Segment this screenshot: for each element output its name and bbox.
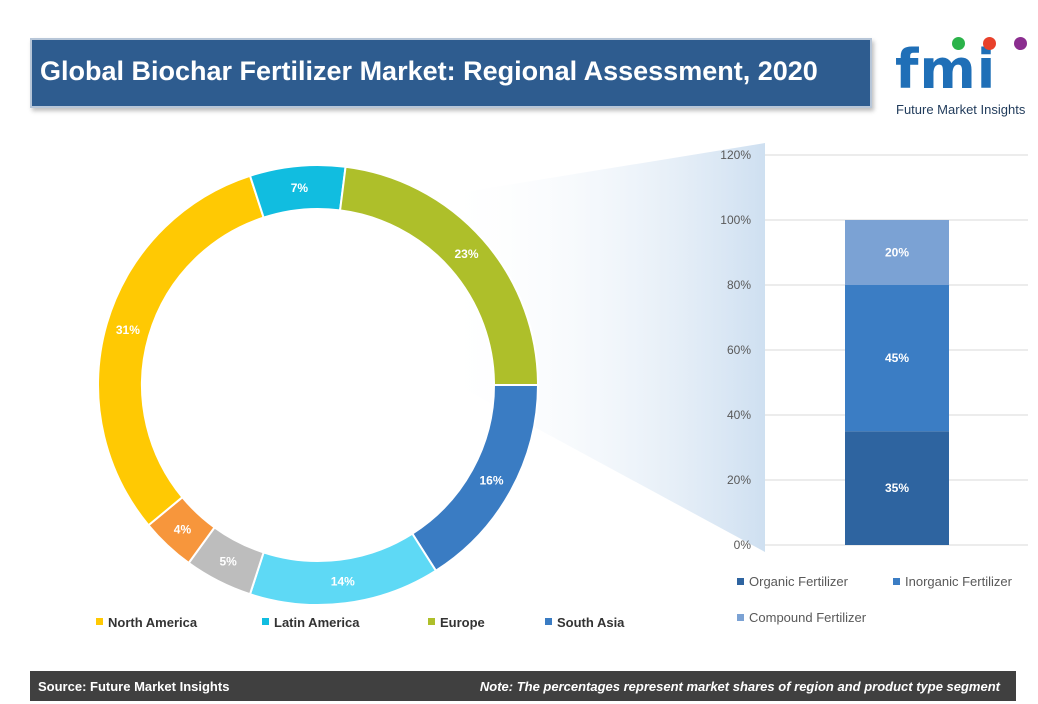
legend-label-europe: Europe	[440, 615, 485, 630]
donut-data-label: 5%	[219, 554, 237, 568]
bar-segment-organic-fertilizer	[845, 431, 949, 545]
donut-data-label: 4%	[174, 522, 192, 536]
y-tick-label: 40%	[727, 408, 751, 422]
bar-segment-compound-fertilizer	[845, 220, 949, 285]
stacked-bar-chart: 0% 20% 40% 60% 80% 100% 120% 35% 45% 20%	[720, 148, 1028, 552]
donut-data-label: 14%	[331, 574, 355, 588]
donut-data-label: 31%	[116, 323, 140, 337]
legend-swatch-latin-america	[262, 618, 269, 625]
legend-swatch-north-america	[96, 618, 103, 625]
fmi-logo: fmi Future Market Insights	[895, 36, 1035, 122]
y-tick-label: 80%	[727, 278, 751, 292]
y-tick-label: 20%	[727, 473, 751, 487]
legend-swatch-europe	[428, 618, 435, 625]
bar-data-label: 35%	[885, 481, 909, 495]
title-banner: Global Biochar Fertilizer Market: Region…	[30, 38, 872, 108]
bar-legend: Organic Fertilizer Inorganic Fertilizer Co…	[737, 574, 1013, 625]
bar-segment-inorganic-fertilizer	[845, 285, 949, 432]
bar-data-label: 20%	[885, 246, 909, 260]
y-tick-label: 60%	[727, 343, 751, 357]
logo-globe-dot-red	[983, 37, 996, 50]
legend-swatch-south-asia	[545, 618, 552, 625]
source-text: Source: Future Market Insights	[38, 679, 230, 694]
logo-letters: fmi	[895, 38, 997, 101]
note-text: Note: The percentages represent market s…	[479, 679, 1000, 694]
legend-swatch-inorganic-fertilizer	[893, 578, 900, 585]
legend-label-north-america: North America	[108, 615, 198, 630]
y-tick-label: 0%	[734, 538, 752, 552]
bar-data-label: 45%	[885, 351, 909, 365]
logo-globe-dot-purple	[1014, 37, 1027, 50]
logo-subtitle: Future Market Insights	[896, 102, 1026, 117]
donut-slice-north-america	[97, 174, 265, 527]
donut-legend: North America Latin America Europe South As…	[96, 615, 625, 630]
donut-data-label: 16%	[479, 473, 503, 487]
donut-data-label: 23%	[455, 247, 479, 261]
y-tick-label: 120%	[720, 148, 751, 162]
chart-canvas: 16% 14% 5% 4% 31% 7% 23% North America Latin Am…	[96, 143, 1028, 630]
donut-data-label: 7%	[291, 181, 309, 195]
legend-label-latin-america: Latin America	[274, 615, 360, 630]
footer-bar: Source: Future Market Insights Note: The…	[30, 671, 1016, 701]
legend-swatch-compound-fertilizer	[737, 614, 744, 621]
legend-swatch-organic-fertilizer	[737, 578, 744, 585]
legend-label-organic-fertilizer: Organic Fertilizer	[749, 574, 849, 589]
donut-slice-europe	[338, 165, 540, 386]
zoom-connector	[440, 143, 765, 552]
legend-label-south-asia: South Asia	[557, 615, 625, 630]
donut-chart: 16% 14% 5% 4% 31% 7% 23%	[97, 164, 540, 606]
legend-label-inorganic-fertilizer: Inorganic Fertilizer	[905, 574, 1013, 589]
donut-slice-segment-1	[248, 532, 438, 606]
chart-title: Global Biochar Fertilizer Market: Region…	[40, 56, 818, 86]
logo-globe-dot-green	[952, 37, 965, 50]
legend-label-compound-fertilizer: Compound Fertilizer	[749, 610, 867, 625]
y-tick-label: 100%	[720, 213, 751, 227]
donut-slice-south-asia	[410, 384, 540, 573]
